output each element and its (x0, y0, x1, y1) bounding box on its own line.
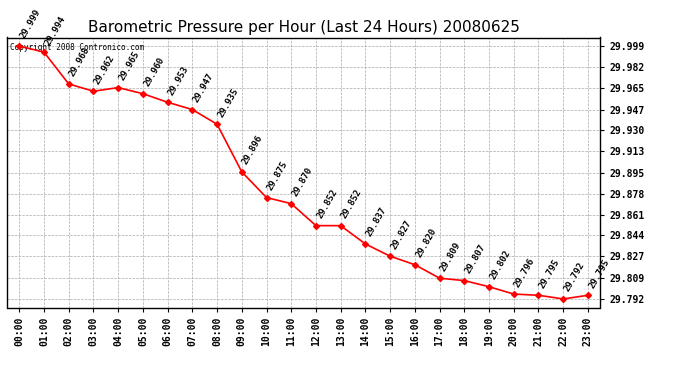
Text: Copyright 2008 Contronico.com: Copyright 2008 Contronico.com (10, 43, 144, 52)
Text: 29.820: 29.820 (414, 227, 438, 259)
Title: Barometric Pressure per Hour (Last 24 Hours) 20080625: Barometric Pressure per Hour (Last 24 Ho… (88, 20, 520, 35)
Text: 29.875: 29.875 (266, 159, 290, 192)
Text: 29.852: 29.852 (340, 188, 364, 220)
Text: 29.802: 29.802 (489, 249, 512, 281)
Text: 29.809: 29.809 (439, 240, 463, 273)
Text: 29.795: 29.795 (587, 257, 611, 290)
Text: 29.807: 29.807 (464, 243, 487, 275)
Text: 29.827: 29.827 (389, 218, 413, 250)
Text: 29.796: 29.796 (513, 256, 537, 288)
Text: 29.947: 29.947 (192, 72, 215, 104)
Text: 29.965: 29.965 (117, 50, 141, 82)
Text: 29.870: 29.870 (290, 166, 315, 198)
Text: 29.795: 29.795 (538, 257, 562, 290)
Text: 29.999: 29.999 (19, 8, 42, 40)
Text: 29.994: 29.994 (43, 14, 67, 46)
Text: 29.968: 29.968 (68, 46, 92, 78)
Text: 29.935: 29.935 (216, 86, 240, 118)
Text: 29.962: 29.962 (92, 53, 117, 86)
Text: 29.960: 29.960 (142, 56, 166, 88)
Text: 29.792: 29.792 (562, 261, 586, 293)
Text: 29.837: 29.837 (364, 206, 388, 238)
Text: 29.896: 29.896 (241, 134, 265, 166)
Text: 29.852: 29.852 (315, 188, 339, 220)
Text: 29.953: 29.953 (167, 64, 190, 97)
